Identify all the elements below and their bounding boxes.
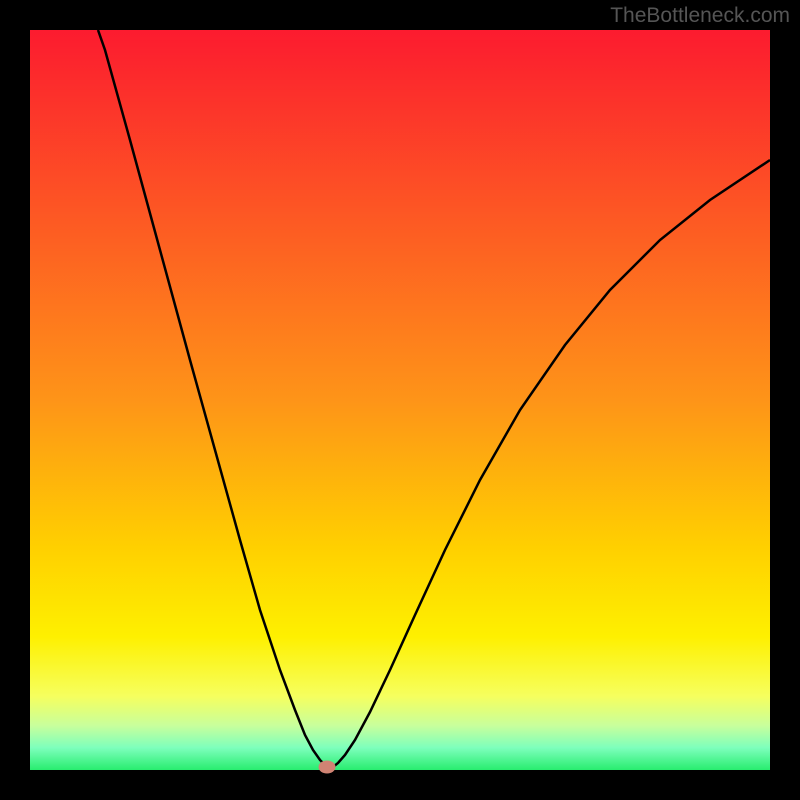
curve-path bbox=[98, 30, 770, 768]
bottleneck-curve bbox=[30, 30, 770, 770]
plot-area bbox=[30, 30, 770, 770]
optimal-point-marker bbox=[319, 761, 336, 774]
watermark-text: TheBottleneck.com bbox=[610, 4, 790, 28]
chart-container: TheBottleneck.com bbox=[0, 0, 800, 800]
